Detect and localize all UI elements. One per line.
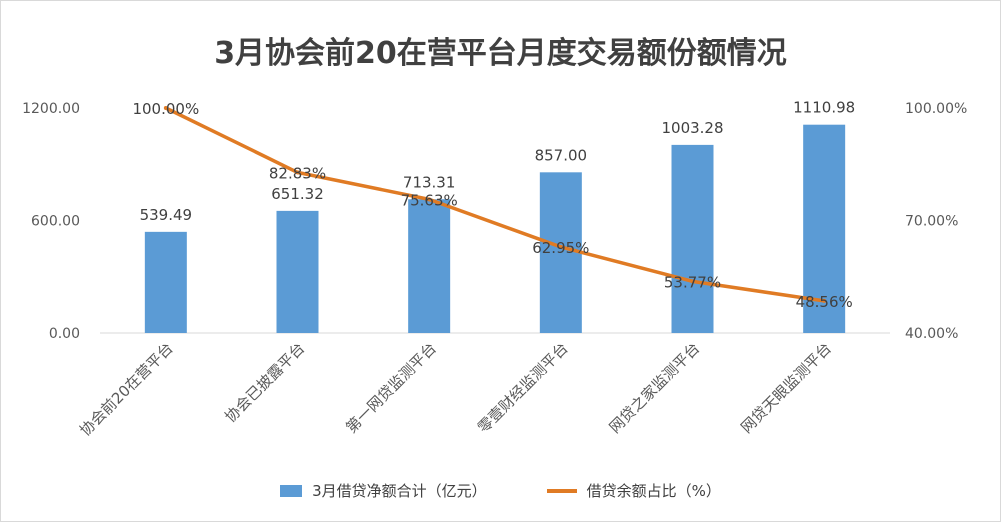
line-point (427, 197, 432, 202)
line-point (822, 298, 827, 303)
line-point (163, 106, 168, 110)
chart-title: 3月协会前20在营平台月度交易额份额情况 (214, 36, 787, 71)
legend-item-line: 借贷余额占比（%） (546, 480, 721, 501)
line-point (690, 279, 695, 284)
category-label: 零壹财经监测平台 (474, 339, 572, 437)
bar-data-label: 713.31 (403, 173, 456, 191)
bar-data-label: 1003.28 (661, 119, 723, 137)
y-left-tick-label: 1200.00 (22, 101, 80, 117)
bar-data-label: 857.00 (535, 146, 588, 164)
category-label: 协会已披露平台 (221, 339, 308, 426)
legend-swatch-line (546, 488, 577, 493)
bar-data-label: 539.49 (140, 206, 193, 224)
bar-data-label: 1110.98 (793, 99, 855, 117)
y-left-tick-label: 0.00 (49, 326, 80, 342)
line-data-label: 48.56% (796, 293, 853, 311)
bar (539, 172, 582, 333)
line-series (164, 106, 826, 303)
category-label: 协会前20在营平台 (76, 339, 176, 439)
line-point (295, 170, 300, 175)
legend-label-line: 借贷余额占比（%） (586, 482, 721, 500)
y-right-tick-label: 70.00% (905, 214, 958, 230)
category-label: 网贷天眼监测平台 (737, 339, 835, 437)
y-right-tick-label: 100.00% (905, 101, 967, 117)
line-data-label: 62.95% (532, 239, 589, 257)
bar (671, 144, 714, 333)
bar (408, 199, 451, 333)
line-data-label: 100.00% (132, 100, 199, 118)
legend-item-bars: 3月借贷净额合计（亿元） (280, 480, 487, 501)
bar (276, 210, 319, 333)
legend-swatch-bar (280, 484, 303, 497)
legend-label-bars: 3月借贷净额合计（亿元） (312, 482, 487, 500)
line-data-label: 82.83% (269, 164, 326, 182)
line-point (558, 244, 563, 249)
category-label: 第一网贷监测平台 (342, 339, 440, 437)
y-left-tick-label: 600.00 (31, 214, 80, 230)
line-data-label: 53.77% (664, 273, 721, 291)
y-right-tick-label: 40.00% (905, 326, 958, 342)
bar-data-label: 651.32 (271, 185, 324, 203)
bar (144, 231, 187, 333)
category-label: 网贷之家监测平台 (606, 339, 704, 437)
chart-legend: 3月借贷净额合计（亿元） 借贷余额占比（%） (0, 480, 1001, 501)
line-data-label: 75.63% (401, 191, 458, 209)
